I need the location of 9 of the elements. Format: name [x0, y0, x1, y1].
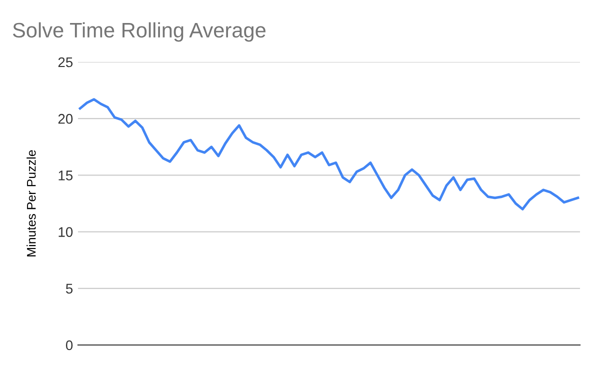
y-tick-label: 25	[58, 57, 73, 68]
chart-title: Solve Time Rolling Average	[12, 22, 266, 42]
y-tick-label: 10	[58, 227, 73, 237]
y-tick-label: 5	[66, 284, 73, 294]
y-tick-label: 15	[58, 170, 73, 180]
y-tick-label: 20	[58, 114, 73, 124]
y-axis-title: Minutes Per Puzzle	[26, 150, 36, 256]
y-tick-label: 0	[66, 340, 73, 350]
line-series	[78, 98, 580, 210]
